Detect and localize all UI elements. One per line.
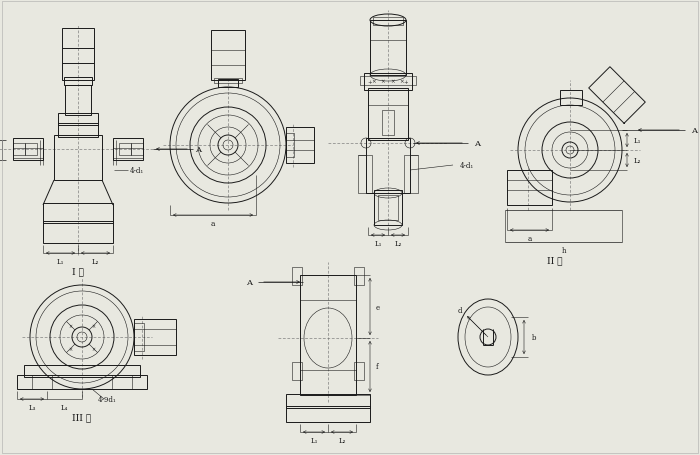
Text: ×: × (91, 346, 95, 351)
Text: L₂: L₂ (394, 239, 402, 248)
Text: a: a (211, 219, 216, 228)
Bar (368, 89, 408, 141)
Bar (292, 268, 302, 285)
Text: a: a (527, 234, 531, 243)
Text: ×: × (381, 79, 385, 84)
Bar (378, 196, 398, 221)
Text: +: + (368, 79, 372, 84)
Text: L₁: L₁ (374, 239, 382, 248)
Bar (373, 18, 403, 26)
Bar (354, 268, 364, 285)
Text: ×: × (91, 324, 95, 329)
Bar (17, 375, 147, 389)
Text: II 型: II 型 (547, 256, 563, 265)
Text: ×: × (372, 79, 377, 84)
Bar (404, 156, 418, 193)
Bar (13, 144, 25, 156)
Bar (13, 139, 43, 161)
Bar (211, 31, 245, 81)
Bar (64, 78, 92, 86)
Text: h: h (561, 247, 566, 254)
Text: L₄: L₄ (61, 403, 68, 411)
Bar (25, 144, 37, 156)
Bar (218, 80, 238, 88)
Text: L₁: L₁ (310, 436, 318, 444)
Text: L₂: L₂ (634, 157, 641, 165)
Bar (54, 136, 102, 181)
Text: 4-d₁: 4-d₁ (460, 162, 474, 170)
Bar (286, 128, 314, 164)
Text: L₁: L₁ (634, 136, 641, 145)
Bar (560, 91, 582, 106)
Text: b: b (532, 333, 536, 341)
Bar (374, 191, 402, 226)
Bar (62, 29, 94, 81)
Text: A: A (474, 140, 480, 148)
Bar (131, 144, 143, 156)
Text: L₂: L₂ (338, 436, 346, 444)
Text: A: A (246, 278, 252, 286)
Bar (286, 394, 370, 408)
Bar (134, 324, 144, 351)
Bar (366, 139, 410, 193)
Bar (360, 77, 416, 86)
Text: 4-9d₁: 4-9d₁ (97, 395, 116, 403)
Text: ×: × (69, 324, 73, 329)
Bar (364, 74, 412, 91)
Bar (113, 139, 143, 161)
Bar (134, 319, 176, 355)
Bar (286, 134, 294, 157)
Bar (214, 79, 242, 84)
Bar (354, 362, 364, 380)
Bar (370, 21, 406, 76)
Bar (58, 124, 98, 138)
Text: A: A (195, 146, 201, 154)
Text: L₂: L₂ (92, 258, 99, 265)
Bar (292, 362, 302, 380)
Bar (286, 406, 370, 422)
Bar (382, 111, 394, 136)
Text: ×: × (69, 346, 73, 351)
Bar (24, 365, 140, 377)
Text: +: + (404, 79, 408, 84)
Text: f: f (376, 363, 379, 371)
Text: e: e (376, 303, 380, 311)
Bar (358, 156, 372, 193)
Text: L₃: L₃ (28, 403, 36, 411)
Text: A: A (691, 127, 697, 135)
Bar (507, 171, 552, 206)
Text: I 型: I 型 (72, 267, 84, 276)
Text: III 型: III 型 (72, 413, 92, 422)
Bar (65, 86, 91, 116)
Text: ×: × (400, 79, 405, 84)
Text: 4-d₁: 4-d₁ (130, 167, 144, 175)
Bar (43, 203, 113, 223)
Bar (58, 114, 98, 126)
Bar (119, 144, 131, 156)
Bar (300, 275, 356, 395)
Text: ×: × (391, 79, 395, 84)
Text: d: d (458, 306, 462, 314)
Text: L₁: L₁ (57, 258, 64, 265)
Bar (43, 222, 113, 243)
